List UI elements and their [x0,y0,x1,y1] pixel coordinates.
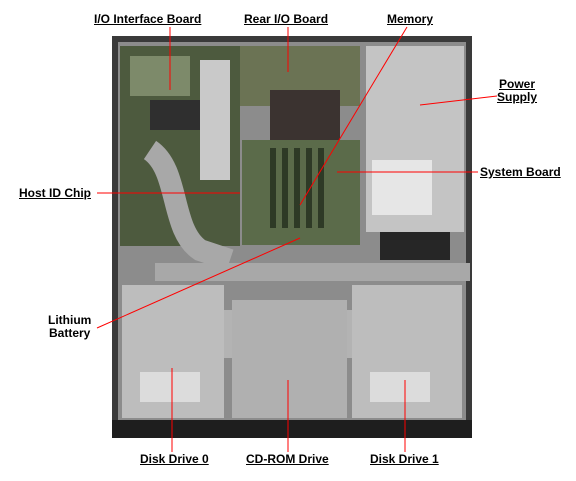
power-supply-fan [380,232,450,260]
disk-drive-0-label-plate [140,372,200,402]
memory-stick [294,148,300,228]
disk-drive-1-label: Disk Drive 1 [370,452,439,466]
power-supply-label-line2: Supply [497,90,538,104]
memory-label: Memory [387,12,434,26]
io-interface-board-label: I/O Interface Board [94,12,202,26]
lithium-battery-label-line1: Lithium [48,313,92,327]
leader-power-supply [419,95,498,106]
lithium-battery-label: Lithium Battery [48,314,91,340]
memory-stick [270,148,276,228]
cdrom-drive-shape [232,300,347,418]
chassis-front-bezel [112,420,472,438]
disk-drive-0-label: Disk Drive 0 [140,452,209,466]
power-supply-label-text: Power Supply [497,78,537,104]
disk-drive-1-label-plate [370,372,430,402]
system-board-label: System Board [480,165,561,179]
io-board-chip-cluster [130,56,190,96]
system-board-shape [242,140,360,245]
host-id-chip-label: Host ID Chip [19,186,91,200]
rear-io-board-label: Rear I/O Board [244,12,329,26]
leader-memory [299,26,408,206]
cdrom-drive-label: CD-ROM Drive [246,452,329,466]
memory-modules [270,148,324,228]
lithium-battery-label-line2: Battery [48,326,91,340]
power-supply-label [372,160,432,215]
leader-lines [96,26,498,452]
memory-stick [318,148,324,228]
memory-stick [282,148,288,228]
io-board-bracket [200,60,230,180]
power-supply-label-line1: Power [499,77,536,91]
ribbon-cable-left [142,140,234,271]
memory-stick [306,148,312,228]
leader-lithium-battery [96,237,301,329]
